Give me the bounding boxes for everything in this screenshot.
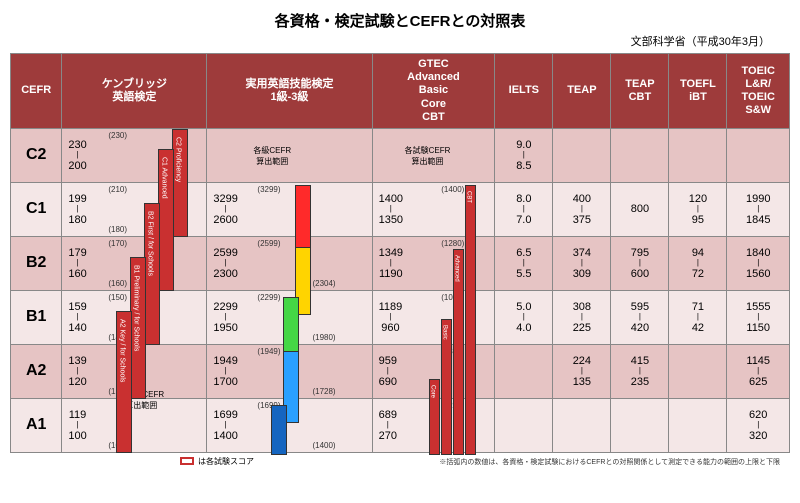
toefl-cell xyxy=(669,344,727,398)
toeic-cell: 1555|1150 xyxy=(727,290,790,344)
header-teapcbt: TEAP CBT xyxy=(611,54,669,129)
eiken-cell: 3299|2600(3299) xyxy=(207,182,372,236)
teap-cell: 400|375 xyxy=(553,182,611,236)
toeic-cell: 1990|1845 xyxy=(727,182,790,236)
gtec-cell: 1189|960(1080) xyxy=(372,290,495,344)
toefl-cell: 71|42 xyxy=(669,290,727,344)
teap-cell: 308|225 xyxy=(553,290,611,344)
legend-text: は各試験スコア xyxy=(198,456,254,467)
header-eiken: 実用英語技能検定 1級-3級 xyxy=(207,54,372,129)
teap-cell xyxy=(553,128,611,182)
legend-box-icon xyxy=(180,457,194,465)
gtec-cell: 各試験CEFR 算出範囲CBTAdvancedBasicCore xyxy=(372,128,495,182)
header-toeic: TOEIC L&R/ TOEIC S&W xyxy=(727,54,790,129)
header-row: CEFR ケンブリッジ 英語検定 実用英語技能検定 1級-3級 GTEC Adv… xyxy=(11,54,790,129)
cambridge-cell: 119|100(100) xyxy=(62,398,207,452)
teap-cell: 374|309 xyxy=(553,236,611,290)
row-C1: C1199|180(210)(180)3299|2600(3299)1400|1… xyxy=(11,182,790,236)
toefl-cell: 94|72 xyxy=(669,236,727,290)
toeic-cell xyxy=(727,128,790,182)
eiken-cell: 各級CEFR 算出範囲1級準1級2級準2級3級 xyxy=(207,128,372,182)
eiken-cell: 2599|2300(2599)(2304) xyxy=(207,236,372,290)
cefr-cell: C2 xyxy=(11,128,62,182)
footnote: ※括弧内の数値は、各資格・検定試験におけるCEFRとの対照関係として測定できる能… xyxy=(10,457,790,467)
page-title: 各資格・検定試験とCEFRとの対照表 xyxy=(10,10,790,31)
gtec-cell: 1400|1350(1400) xyxy=(372,182,495,236)
toefl-cell xyxy=(669,398,727,452)
header-teap: TEAP xyxy=(553,54,611,129)
row-C2: C2230|200(230)C2 ProficiencyC1 AdvancedB… xyxy=(11,128,790,182)
cefr-cell: A2 xyxy=(11,344,62,398)
toefl-cell xyxy=(669,128,727,182)
teapcbt-cell: 415|235 xyxy=(611,344,669,398)
header-cefr: CEFR xyxy=(11,54,62,129)
toeic-cell: 620|320 xyxy=(727,398,790,452)
ielts-cell xyxy=(495,344,553,398)
ielts-cell: 8.0|7.0 xyxy=(495,182,553,236)
cefr-cell: B1 xyxy=(11,290,62,344)
teapcbt-cell: 795|600 xyxy=(611,236,669,290)
header-gtec: GTEC Advanced Basic Core CBT xyxy=(372,54,495,129)
ielts-cell xyxy=(495,398,553,452)
header-ielts: IELTS xyxy=(495,54,553,129)
toeic-cell: 1840|1560 xyxy=(727,236,790,290)
page-subtitle: 文部科学省（平成30年3月） xyxy=(10,33,790,49)
teap-cell xyxy=(553,398,611,452)
ielts-cell: 6.5|5.5 xyxy=(495,236,553,290)
cefr-cell: A1 xyxy=(11,398,62,452)
ielts-cell: 9.0|8.5 xyxy=(495,128,553,182)
gtec-cell: 1349|1190(1280) xyxy=(372,236,495,290)
teapcbt-cell: 800 xyxy=(611,182,669,236)
teapcbt-cell xyxy=(611,398,669,452)
cambridge-cell: 230|200(230)C2 ProficiencyC1 AdvancedB2 … xyxy=(62,128,207,182)
toeic-cell: 1145|625 xyxy=(727,344,790,398)
cefr-cell: B2 xyxy=(11,236,62,290)
header-cambridge: ケンブリッジ 英語検定 xyxy=(62,54,207,129)
teapcbt-cell: 595|420 xyxy=(611,290,669,344)
row-B2: B2179|160(170)(160)2599|2300(2599)(2304)… xyxy=(11,236,790,290)
cefr-cell: C1 xyxy=(11,182,62,236)
header-toefl: TOEFL iBT xyxy=(669,54,727,129)
ielts-cell: 5.0|4.0 xyxy=(495,290,553,344)
teap-cell: 224|135 xyxy=(553,344,611,398)
teapcbt-cell xyxy=(611,128,669,182)
cefr-table: CEFR ケンブリッジ 英語検定 実用英語技能検定 1級-3級 GTEC Adv… xyxy=(10,53,790,453)
toefl-cell: 120|95 xyxy=(669,182,727,236)
